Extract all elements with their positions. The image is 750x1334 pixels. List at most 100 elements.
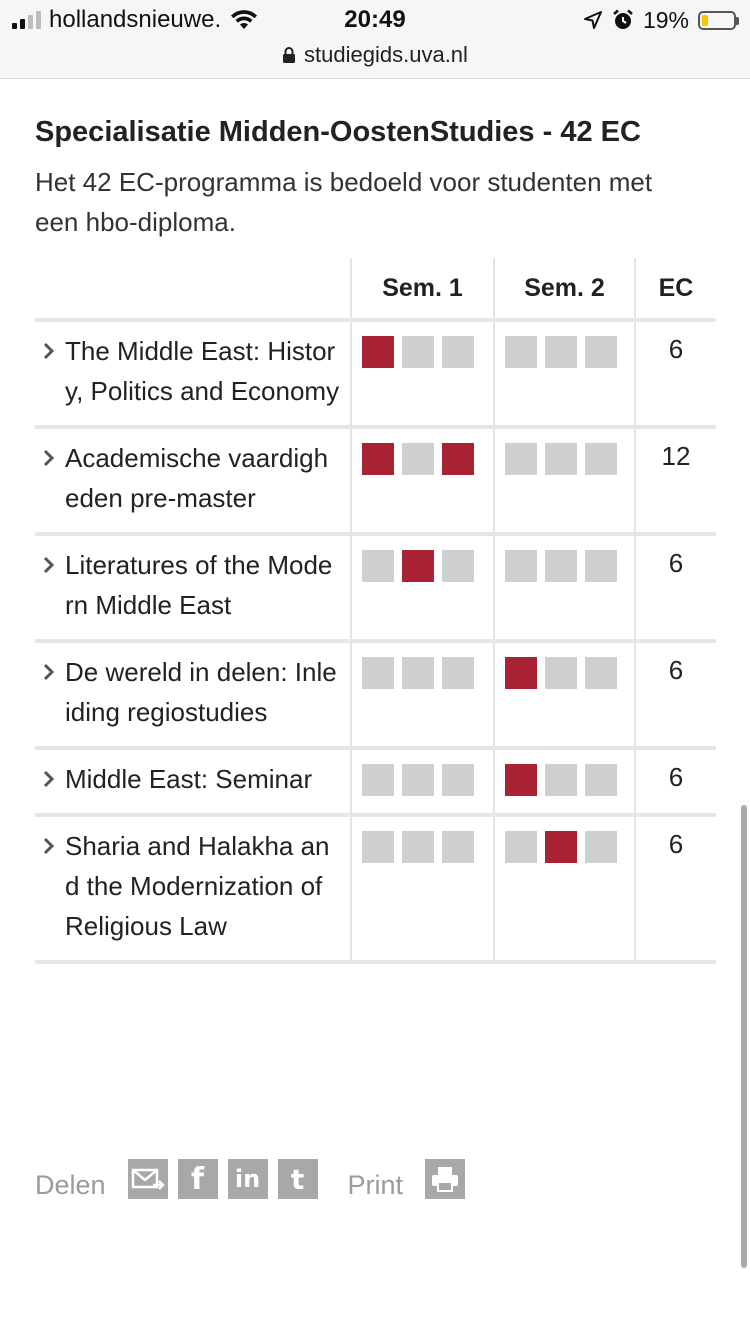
- period-block-inactive: [505, 550, 537, 582]
- status-time: 20:49: [344, 6, 406, 33]
- period-block-inactive: [402, 831, 434, 863]
- period-block-inactive: [402, 443, 434, 475]
- course-name[interactable]: Academische vaardigheden pre-master: [65, 443, 329, 513]
- course-link[interactable]: Academische vaardigheden pre-master: [35, 438, 350, 518]
- period-block-inactive: [505, 443, 537, 475]
- sem1-periods: [351, 425, 495, 534]
- table-row[interactable]: De wereld in delen: Inleiding regiostudi…: [35, 639, 716, 748]
- sem2-periods: [494, 639, 636, 748]
- address-bar[interactable]: studiegids.uva.nl: [0, 40, 750, 70]
- twitter-icon[interactable]: t: [277, 1159, 318, 1199]
- course-name[interactable]: De wereld in delen: Inleiding regiostudi…: [65, 657, 337, 727]
- location-arrow-icon: [583, 11, 602, 29]
- header-sem2: Sem. 2: [494, 258, 636, 320]
- table-row[interactable]: Academische vaardigheden pre-master 12: [35, 425, 716, 534]
- ec-value: 6: [635, 813, 716, 964]
- print-label: Print: [347, 1170, 404, 1200]
- table-row[interactable]: Sharia and Halakha and the Modernization…: [35, 813, 716, 964]
- table-row[interactable]: The Middle East: History, Politics and E…: [35, 318, 716, 427]
- sem2-periods: [494, 813, 636, 964]
- intro-text: Het 42 EC-programma is bedoeld voor stud…: [35, 167, 653, 237]
- course-table: Sem. 1 Sem. 2 EC The Middle East: Histor…: [35, 258, 716, 964]
- status-left: hollandsnieuwe.: [12, 6, 259, 34]
- period-block-inactive: [545, 443, 577, 475]
- battery-icon: [698, 10, 739, 30]
- period-block-active: [362, 443, 394, 475]
- ec-value: 6: [635, 318, 716, 427]
- main-content: Specialisatie Midden-OostenStudies - 42 …: [35, 112, 716, 964]
- chevron-right-icon: [35, 545, 65, 585]
- period-block-inactive: [362, 550, 394, 582]
- period-block-active: [362, 336, 394, 368]
- period-block-inactive: [442, 657, 474, 689]
- course-name[interactable]: Middle East: Seminar: [65, 764, 313, 794]
- chevron-right-icon: [35, 759, 65, 799]
- period-block-inactive: [585, 443, 617, 475]
- course-cell[interactable]: De wereld in delen: Inleiding regiostudi…: [35, 639, 352, 748]
- sem1-periods: [351, 639, 495, 748]
- course-link[interactable]: Literatures of the Modern Middle East: [35, 545, 350, 625]
- facebook-icon[interactable]: f: [177, 1159, 218, 1199]
- course-cell[interactable]: The Middle East: History, Politics and E…: [35, 318, 352, 427]
- period-block-inactive: [545, 657, 577, 689]
- chevron-right-icon: [35, 826, 65, 866]
- email-icon[interactable]: [127, 1159, 168, 1199]
- sem1-periods: [351, 318, 495, 427]
- period-block-inactive: [545, 764, 577, 796]
- course-cell[interactable]: Middle East: Seminar: [35, 746, 352, 815]
- course-link[interactable]: Middle East: Seminar: [35, 759, 350, 799]
- course-cell[interactable]: Academische vaardigheden pre-master: [35, 425, 352, 534]
- course-name[interactable]: The Middle East: History, Politics and E…: [65, 336, 340, 406]
- header-ec: EC: [658, 273, 694, 302]
- period-block-inactive: [362, 657, 394, 689]
- table-row[interactable]: Middle East: Seminar 6: [35, 746, 716, 815]
- course-cell[interactable]: Sharia and Halakha and the Modernization…: [35, 813, 352, 964]
- period-block-inactive: [362, 831, 394, 863]
- period-block-inactive: [402, 657, 434, 689]
- course-cell[interactable]: Literatures of the Modern Middle East: [35, 532, 352, 641]
- period-block-inactive: [545, 336, 577, 368]
- period-block-inactive: [505, 831, 537, 863]
- header-course: [35, 258, 352, 320]
- printer-icon[interactable]: [425, 1159, 466, 1199]
- period-block-inactive: [402, 764, 434, 796]
- period-block-inactive: [545, 550, 577, 582]
- cell-signal-icon: [12, 11, 41, 29]
- battery-fill: [702, 14, 708, 26]
- battery-percent: 19%: [642, 6, 689, 33]
- sem1-periods: [351, 532, 495, 641]
- carrier-name: hollandsnieuwe.: [49, 6, 222, 33]
- period-block-inactive: [362, 764, 394, 796]
- period-block-inactive: [585, 764, 617, 796]
- course-name[interactable]: Sharia and Halakha and the Modernization…: [65, 831, 330, 941]
- course-name[interactable]: Literatures of the Modern Middle East: [65, 550, 333, 620]
- ec-value: 12: [635, 425, 716, 534]
- table-header-row: Sem. 1 Sem. 2 EC: [35, 258, 716, 320]
- page-title: Specialisatie Midden-OostenStudies - 42 …: [35, 116, 641, 148]
- course-link[interactable]: De wereld in delen: Inleiding regiostudi…: [35, 652, 350, 732]
- period-block-inactive: [585, 831, 617, 863]
- table-row[interactable]: Literatures of the Modern Middle East 6: [35, 532, 716, 641]
- period-block-active: [545, 831, 577, 863]
- sem2-periods: [494, 425, 636, 534]
- status-right: 19%: [583, 6, 739, 34]
- linkedin-icon[interactable]: in: [227, 1159, 268, 1199]
- period-block-inactive: [402, 336, 434, 368]
- chevron-right-icon: [35, 331, 65, 371]
- scrollbar[interactable]: [741, 805, 747, 1268]
- period-block-inactive: [585, 336, 617, 368]
- course-link[interactable]: The Middle East: History, Politics and E…: [35, 331, 350, 411]
- period-block-inactive: [505, 336, 537, 368]
- header-sem1: Sem. 1: [351, 258, 495, 320]
- period-block-inactive: [585, 550, 617, 582]
- ec-value: 6: [635, 746, 716, 815]
- sem1-periods: [351, 813, 495, 964]
- sem1-periods: [351, 746, 495, 815]
- period-block-active: [505, 764, 537, 796]
- alarm-clock-icon: [613, 9, 633, 29]
- chevron-right-icon: [35, 438, 65, 478]
- wifi-icon: [231, 10, 258, 29]
- course-link[interactable]: Sharia and Halakha and the Modernization…: [35, 826, 350, 946]
- ec-value: 6: [635, 639, 716, 748]
- period-block-inactive: [585, 657, 617, 689]
